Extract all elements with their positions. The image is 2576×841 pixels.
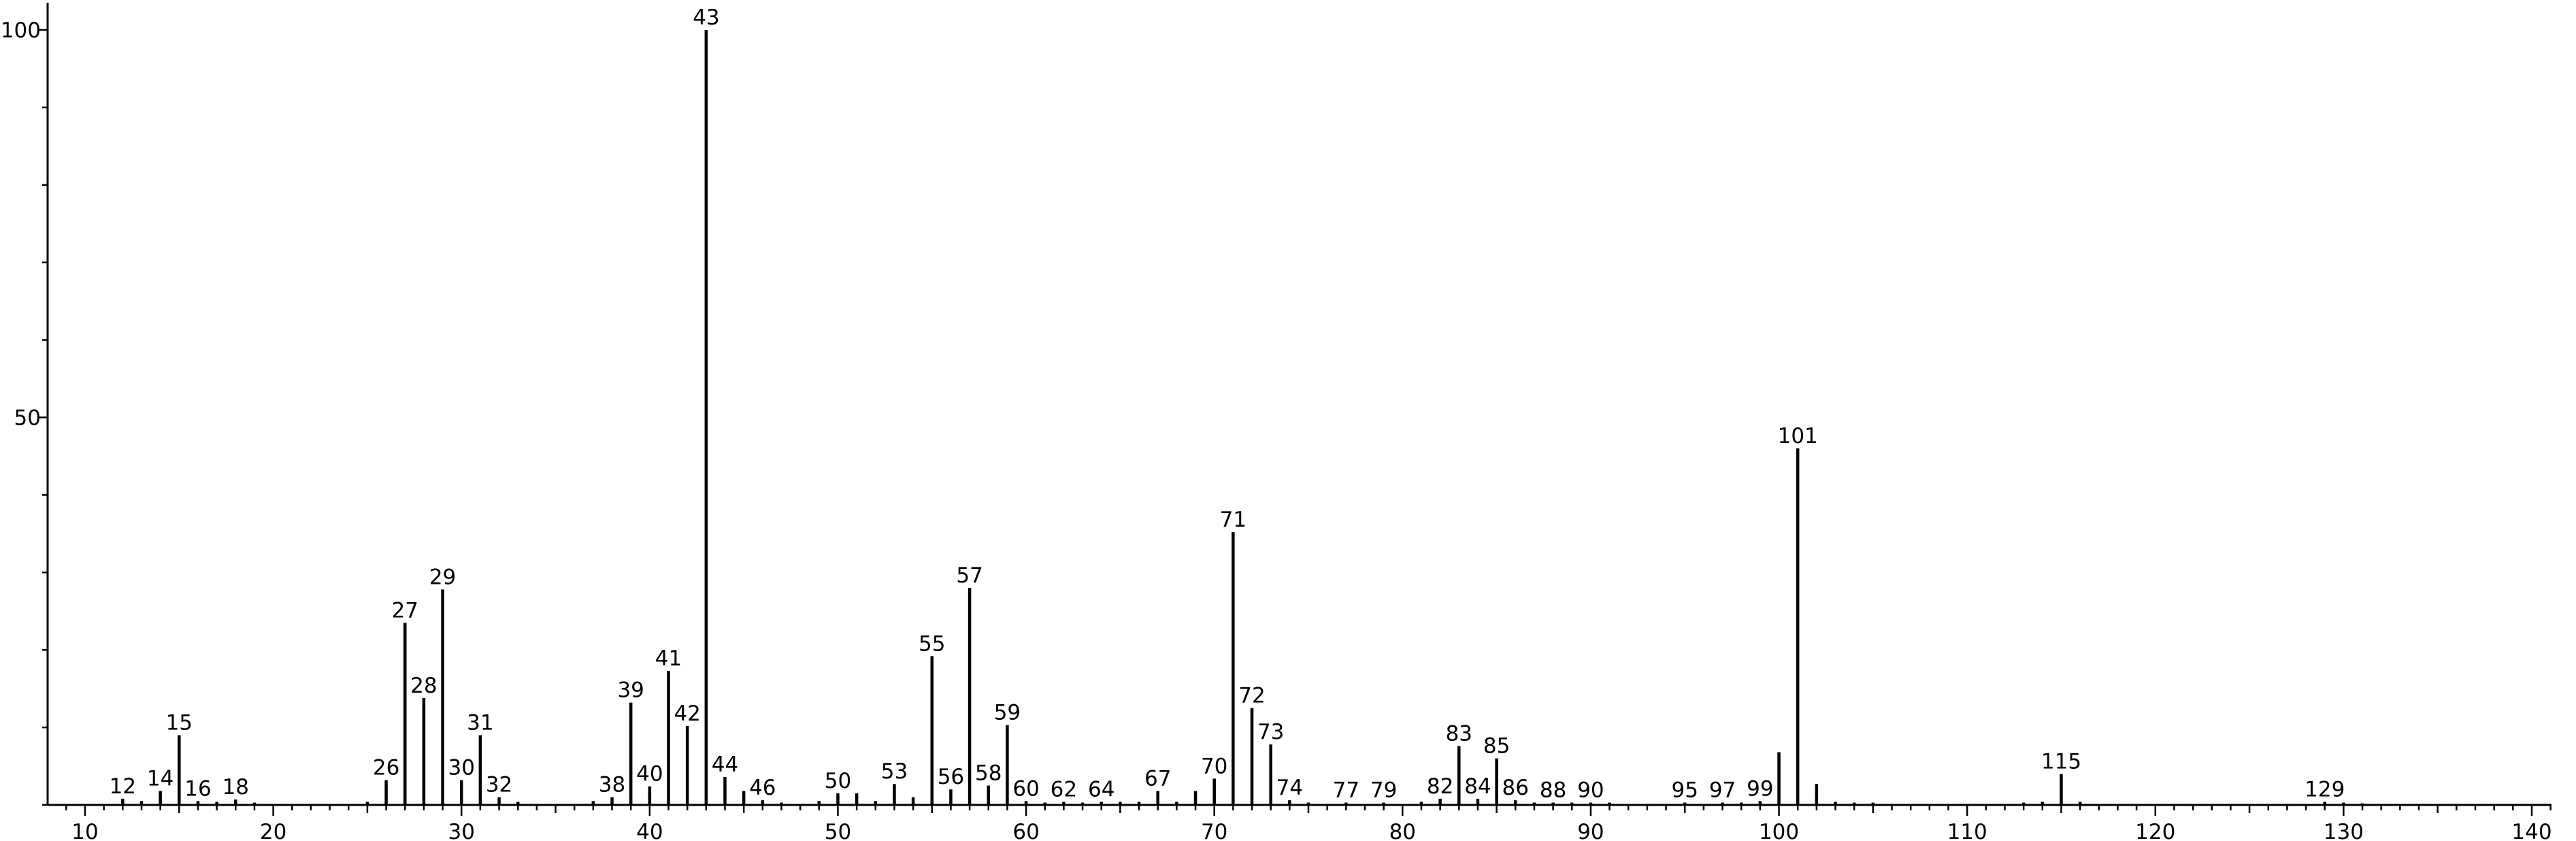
peak-label: 88 xyxy=(1540,778,1566,803)
x-tick-label: 120 xyxy=(2135,820,2175,841)
peak-label: 82 xyxy=(1427,774,1453,799)
x-tick-label: 90 xyxy=(1577,820,1604,841)
peak-label: 18 xyxy=(222,775,249,799)
peak-label: 83 xyxy=(1446,721,1472,746)
x-tick-label: 40 xyxy=(636,820,663,841)
peak-label: 57 xyxy=(956,563,982,588)
x-tick-label: 10 xyxy=(71,820,98,841)
peak-label: 56 xyxy=(938,765,964,789)
peak-label: 73 xyxy=(1257,720,1284,744)
peak-label: 26 xyxy=(373,756,399,780)
x-tick-label: 100 xyxy=(1759,820,1799,841)
x-tick-label: 30 xyxy=(448,820,475,841)
x-tick-label: 140 xyxy=(2511,820,2552,841)
x-tick-label: 130 xyxy=(2324,820,2364,841)
x-tick-label: 20 xyxy=(260,820,286,841)
peak-label: 29 xyxy=(429,565,456,589)
peak-label: 64 xyxy=(1088,777,1114,802)
peak-label: 58 xyxy=(975,761,1002,786)
peak-label: 12 xyxy=(110,774,136,799)
peak-label: 115 xyxy=(2041,749,2081,774)
peak-label: 74 xyxy=(1276,776,1303,800)
peak-label: 15 xyxy=(166,710,193,735)
peak-label: 95 xyxy=(1672,778,1698,803)
peak-label: 72 xyxy=(1238,684,1265,708)
peaks xyxy=(121,30,2364,805)
peak-label: 70 xyxy=(1201,754,1227,778)
peak-label: 27 xyxy=(392,598,418,623)
peak-label: 39 xyxy=(617,678,644,703)
peak-label: 14 xyxy=(147,766,174,791)
peak-label: 31 xyxy=(467,710,493,735)
peak-label: 101 xyxy=(1778,424,1818,448)
peak-label: 67 xyxy=(1144,766,1171,791)
peak-label: 44 xyxy=(712,753,738,777)
peak-label: 90 xyxy=(1577,778,1604,803)
peak-label: 60 xyxy=(1012,776,1039,801)
peak-label: 129 xyxy=(2305,777,2345,802)
y-tick-label: 50 xyxy=(14,406,41,431)
x-tick-label: 70 xyxy=(1201,820,1227,841)
peak-label: 43 xyxy=(693,5,719,30)
peak-label: 16 xyxy=(184,776,211,801)
peak-label: 42 xyxy=(674,702,700,726)
peak-label: 62 xyxy=(1051,777,1077,802)
peak-label: 41 xyxy=(655,646,682,671)
peak-label: 71 xyxy=(1220,508,1246,532)
peak-label: 50 xyxy=(825,769,851,793)
peak-label: 30 xyxy=(448,756,475,780)
peak-label: 97 xyxy=(1709,778,1736,803)
peak-label: 59 xyxy=(994,701,1021,725)
peak-label: 99 xyxy=(1747,776,1773,801)
x-tick-label: 50 xyxy=(825,820,851,841)
peak-label: 28 xyxy=(410,674,437,698)
peak-label: 77 xyxy=(1333,778,1359,803)
tick-labels: 10 20 30 40 50 60 70 80 90 100 110 120 130 140 50 100 xyxy=(1,18,2552,841)
peak-label: 38 xyxy=(599,773,625,797)
peak-label: 85 xyxy=(1483,734,1510,759)
peak-label: 32 xyxy=(486,773,512,797)
peak-label: 53 xyxy=(881,759,908,784)
peak-label: 55 xyxy=(919,631,945,656)
peak-label: 40 xyxy=(636,762,663,787)
peak-labels: 12 14 15 16 18 26 27 28 29 30 31 32 38 39 40 41 42 43 44 46… xyxy=(110,5,2345,803)
x-tick-label: 110 xyxy=(1947,820,1987,841)
peak-label: 86 xyxy=(1502,776,1529,800)
peak-label: 79 xyxy=(1370,778,1397,803)
x-tick-label: 60 xyxy=(1012,820,1039,841)
peak-label: 84 xyxy=(1464,774,1491,799)
x-tick-label: 80 xyxy=(1389,820,1416,841)
y-tick-label: 100 xyxy=(1,18,41,43)
peak-label: 46 xyxy=(749,776,776,800)
